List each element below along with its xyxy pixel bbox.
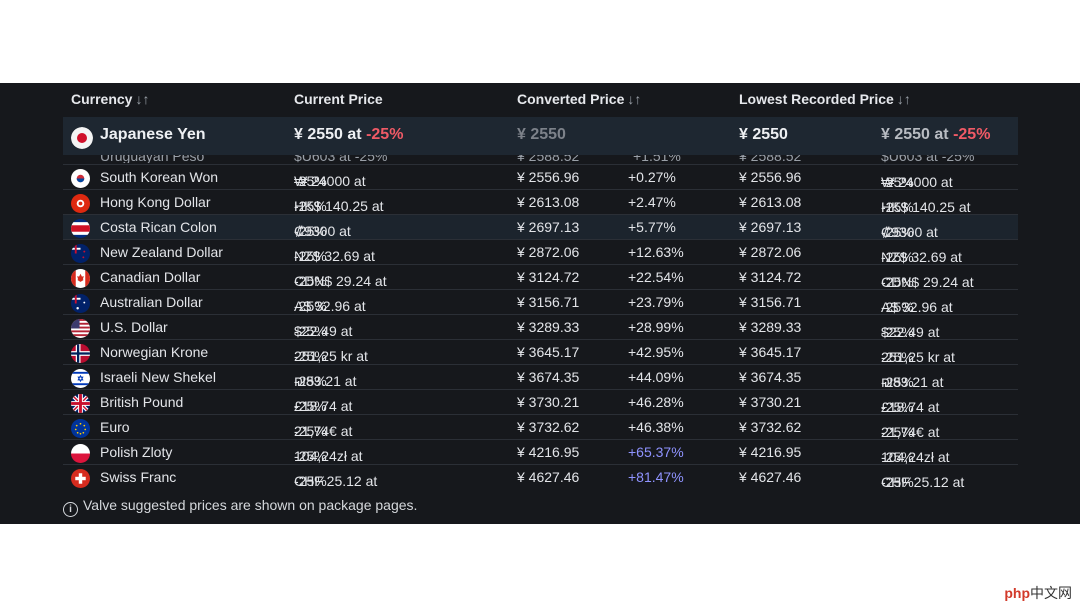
- converted-price: ¥ 3674.35: [517, 369, 580, 385]
- table-row[interactable]: British Pound £18.74 at -25% ¥ 3730.21 +46.…: [63, 389, 1018, 415]
- currency-name: U.S. Dollar: [100, 319, 168, 335]
- lowest-recorded-price: ¥ 3645.17: [739, 344, 802, 360]
- price-difference: +44.09%: [628, 369, 684, 385]
- converted-price: ¥ 2556.96: [517, 169, 580, 185]
- converted-price: ¥ 3730.21: [517, 394, 580, 410]
- hong-kong-flag-icon: [71, 194, 90, 213]
- lowest-recorded-price: ¥ 3156.71: [739, 294, 802, 310]
- converted-price: ¥ 3645.17: [517, 344, 580, 360]
- sort-icon[interactable]: ↓↑: [896, 91, 911, 107]
- currency-name: Norwegian Krone: [100, 344, 209, 360]
- table-row[interactable]: Polish Zloty 104,24zł at -25% ¥ 4216.95 +65…: [63, 439, 1018, 465]
- highlight-converted: ¥ 2550: [517, 126, 566, 143]
- currency-name: South Korean Won: [100, 169, 219, 185]
- header-currency[interactable]: Currency ↓↑: [71, 91, 150, 107]
- lowest-recorded-price: ¥ 3732.62: [739, 419, 802, 435]
- sort-icon[interactable]: ↓↑: [627, 91, 642, 107]
- table-row[interactable]: Euro 21,74€ at -25% ¥ 3732.62 +46.38% ¥ 3732…: [63, 414, 1018, 440]
- norway-flag-icon: [71, 344, 90, 363]
- currency-name: Euro: [100, 419, 130, 435]
- lowest-recorded-price: ¥ 2613.08: [739, 194, 802, 210]
- converted-price: ¥ 2697.13: [517, 219, 580, 235]
- switzerland-flag-icon: [71, 469, 90, 488]
- lowest-recorded-price: ¥ 3730.21: [739, 394, 802, 410]
- price-difference: +46.28%: [628, 394, 684, 410]
- price-difference: +12.63%: [628, 244, 684, 260]
- south-korea-flag-icon: [71, 169, 90, 188]
- price-difference: +28.99%: [628, 319, 684, 335]
- currency-name: Australian Dollar: [100, 294, 203, 310]
- info-icon: i: [63, 502, 78, 517]
- table-row[interactable]: Canadian Dollar CDN$ 29.24 at -25% ¥ 3124.…: [63, 264, 1018, 290]
- sort-icon[interactable]: ↓↑: [135, 91, 150, 107]
- highlight-current-price: ¥ 2550 at -25%: [294, 126, 404, 143]
- table-header: Currency ↓↑ Current Price Converted Price…: [0, 83, 1080, 115]
- uk-flag-icon: [71, 394, 90, 413]
- header-current-price: Current Price: [294, 91, 383, 107]
- price-difference: +42.95%: [628, 344, 684, 360]
- converted-price: ¥ 3289.33: [517, 319, 580, 335]
- lowest-recorded-price: ¥ 2556.96: [739, 169, 802, 185]
- table-row[interactable]: Hong Kong Dollar HK$ 140.25 at -25% ¥ 2613…: [63, 189, 1018, 215]
- lowest-recorded-price: ¥ 4216.95: [739, 444, 802, 460]
- highlight-lowest: ¥ 2550: [739, 126, 788, 143]
- new-zealand-flag-icon: [71, 244, 90, 263]
- price-difference: +81.47%: [628, 469, 684, 485]
- price-difference: +46.38%: [628, 419, 684, 435]
- converted-price: ¥ 3156.71: [517, 294, 580, 310]
- table-row[interactable]: Norwegian Krone 251,25 kr at -25% ¥ 3645.1…: [63, 339, 1018, 365]
- lowest-recorded-price: ¥ 3124.72: [739, 269, 802, 285]
- currency-name: Israeli New Shekel: [100, 369, 216, 385]
- lowest-recorded-price: ¥ 3674.35: [739, 369, 802, 385]
- table-row[interactable]: Australian Dollar A$ 32.96 at -25% ¥ 3156.…: [63, 289, 1018, 315]
- price-difference: +65.37%: [628, 444, 684, 460]
- currency-name: Costa Rican Colon: [100, 219, 217, 235]
- table-row[interactable]: Costa Rican Colon ₡9300 at -25% ¥ 2697.13 +…: [63, 214, 1018, 240]
- usa-flag-icon: [71, 319, 90, 338]
- partial-row: Uruguayan Peso $U603 at -25% ¥ 2588.52 +…: [100, 155, 975, 163]
- costa-rica-flag-icon: [71, 219, 90, 238]
- lowest-recorded-price: ¥ 4627.46: [739, 469, 802, 485]
- converted-price: ¥ 4627.46: [517, 469, 580, 485]
- lowest-recorded-price: ¥ 2697.13: [739, 219, 802, 235]
- highlight-currency: Japanese Yen: [100, 126, 206, 143]
- currency-name: Hong Kong Dollar: [100, 194, 211, 210]
- currency-name: Canadian Dollar: [100, 269, 201, 285]
- lowest-recorded-price: ¥ 3289.33: [739, 319, 802, 335]
- currency-name: Polish Zloty: [100, 444, 173, 460]
- australia-flag-icon: [71, 294, 90, 313]
- table-row[interactable]: South Korean Won ₩ 24000 at -25% ¥ 2556.96…: [63, 164, 1018, 190]
- poland-flag-icon: [71, 444, 90, 463]
- eu-flag-icon: [71, 419, 90, 438]
- price-difference: +0.27%: [628, 169, 676, 185]
- currency-table: South Korean Won ₩ 24000 at -25% ¥ 2556.96…: [63, 164, 1018, 490]
- price-difference: +5.77%: [628, 219, 676, 235]
- price-difference: +22.54%: [628, 269, 684, 285]
- converted-price: ¥ 4216.95: [517, 444, 580, 460]
- converted-price: ¥ 3732.62: [517, 419, 580, 435]
- israel-flag-icon: [71, 369, 90, 388]
- japan-flag-icon: [71, 127, 93, 149]
- table-row[interactable]: Swiss Franc CHF 25.12 at -25% ¥ 4627.46 +81…: [63, 464, 1018, 490]
- price-difference: +2.47%: [628, 194, 676, 210]
- currency-name: British Pound: [100, 394, 184, 410]
- price-comparison-panel: Currency ↓↑ Current Price Converted Price…: [0, 83, 1080, 524]
- highlight-lowest-detail: ¥ 2550 at -25%: [881, 126, 991, 143]
- header-converted-price[interactable]: Converted Price ↓↑: [517, 91, 642, 107]
- watermark: php中文网: [1004, 585, 1072, 601]
- converted-price: ¥ 2613.08: [517, 194, 580, 210]
- table-row[interactable]: U.S. Dollar $22.49 at -25% ¥ 3289.33 +28.99…: [63, 314, 1018, 340]
- canada-flag-icon: [71, 269, 90, 288]
- currency-name: New Zealand Dollar: [100, 244, 223, 260]
- converted-price: ¥ 3124.72: [517, 269, 580, 285]
- table-row[interactable]: New Zealand Dollar NZ$ 32.69 at -25% ¥ 287…: [63, 239, 1018, 265]
- price-difference: +23.79%: [628, 294, 684, 310]
- lowest-recorded-price: ¥ 2872.06: [739, 244, 802, 260]
- footer-note: i Valve suggested prices are shown on pac…: [63, 497, 417, 517]
- currency-name: Swiss Franc: [100, 469, 177, 485]
- converted-price: ¥ 2872.06: [517, 244, 580, 260]
- header-lowest-recorded-price[interactable]: Lowest Recorded Price ↓↑: [739, 91, 911, 107]
- table-row[interactable]: Israeli New Shekel ₪83.21 at -25% ¥ 3674.3…: [63, 364, 1018, 390]
- highlighted-row[interactable]: Japanese Yen ¥ 2550 at -25% ¥ 2550 ¥ 255…: [63, 117, 1018, 155]
